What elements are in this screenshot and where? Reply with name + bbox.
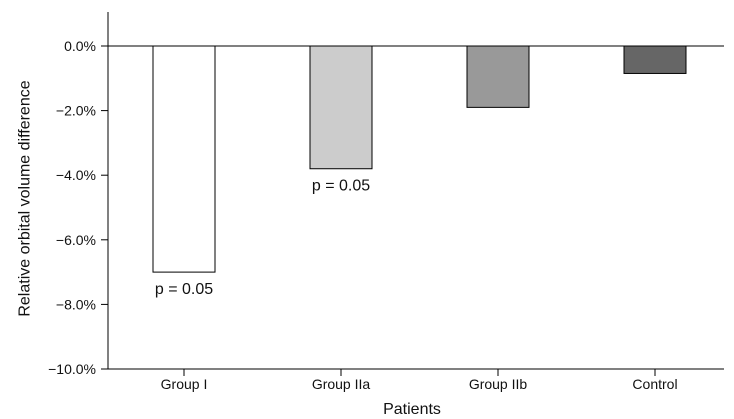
bar-group-iib: [466, 45, 530, 108]
p-value-annotation: p = 0.05: [312, 178, 370, 195]
x-axis: Group I Group IIa Group IIb Control: [108, 45, 724, 392]
x-tick-label: Control: [632, 376, 677, 392]
x-tick-label: Group IIa: [312, 376, 371, 392]
y-tick-label: −10.0%: [48, 361, 96, 377]
bar-control: [623, 45, 687, 74]
y-axis-title: Relative orbital volume difference: [17, 80, 34, 316]
y-tick-label: 0.0%: [64, 38, 96, 54]
y-tick-label: −4.0%: [56, 167, 96, 183]
y-axis: 0.0% −2.0% −4.0% −6.0% −8.0% −10.0%: [48, 12, 109, 377]
bar-group-i: [152, 45, 216, 273]
x-tick-label: Group I: [161, 376, 208, 392]
x-axis-title: Patients: [383, 401, 441, 418]
p-value-annotation: p = 0.05: [155, 281, 213, 298]
y-tick-label: −6.0%: [56, 232, 96, 248]
bar-group-iia: [309, 45, 373, 170]
bars: [152, 45, 687, 273]
annotations: p = 0.05 p = 0.05: [155, 178, 370, 298]
x-tick-label: Group IIb: [469, 376, 528, 392]
y-tick-label: −2.0%: [56, 103, 96, 119]
y-tick-label: −8.0%: [56, 296, 96, 312]
